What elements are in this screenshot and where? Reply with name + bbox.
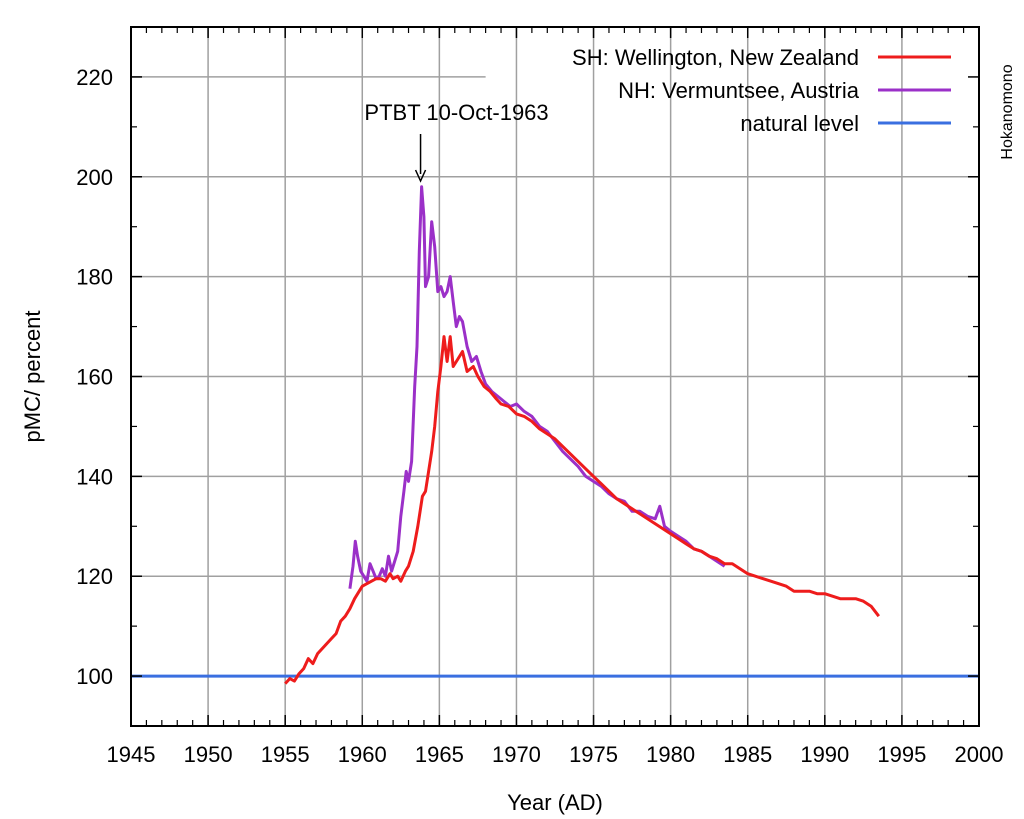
x-axis-label: Year (AD) <box>507 790 603 815</box>
x-tick-label: 1995 <box>877 742 926 767</box>
annotation: PTBT 10-Oct-1963 <box>364 100 549 183</box>
x-tick-label: 1985 <box>723 742 772 767</box>
legend-label-0: SH: Wellington, New Zealand <box>572 45 859 70</box>
x-tick-label: 1965 <box>415 742 464 767</box>
y-tick-label: 200 <box>76 165 113 190</box>
y-tick-label: 140 <box>76 464 113 489</box>
y-tick-label: 160 <box>76 365 113 390</box>
y-axis-label: pMC/ percent <box>20 310 45 442</box>
x-tick-label: 1975 <box>569 742 618 767</box>
y-tick-label: 220 <box>76 65 113 90</box>
legend-label-2: natural level <box>740 111 859 136</box>
x-tick-label: 2000 <box>955 742 1004 767</box>
legend-label-1: NH: Vermuntsee, Austria <box>618 78 860 103</box>
x-tick-label: 1960 <box>338 742 387 767</box>
tick-labels: 1945 1950 1955 1960 1965 1970 1975 1980 1985 1990… <box>76 65 1003 767</box>
series-line-1 <box>348 185 726 589</box>
side-text: Hokanomono <box>999 64 1016 159</box>
series-layer <box>131 185 979 685</box>
x-tick-label: 1990 <box>800 742 849 767</box>
x-tick-label: 1945 <box>107 742 156 767</box>
legend: SH: Wellington, New Zealand NH: Vermuntse… <box>572 45 951 136</box>
x-tick-label: 1970 <box>492 742 541 767</box>
x-tick-label: 1950 <box>184 742 233 767</box>
annotation-arrow-head <box>414 169 427 183</box>
y-tick-label: 120 <box>76 564 113 589</box>
annotation-text: PTBT 10-Oct-1963 <box>364 100 548 125</box>
ticks <box>130 26 980 727</box>
x-tick-label: 1980 <box>646 742 695 767</box>
x-tick-label: 1955 <box>261 742 310 767</box>
series-line-0 <box>284 335 880 685</box>
y-tick-label: 100 <box>76 664 113 689</box>
y-tick-label: 180 <box>76 265 113 290</box>
